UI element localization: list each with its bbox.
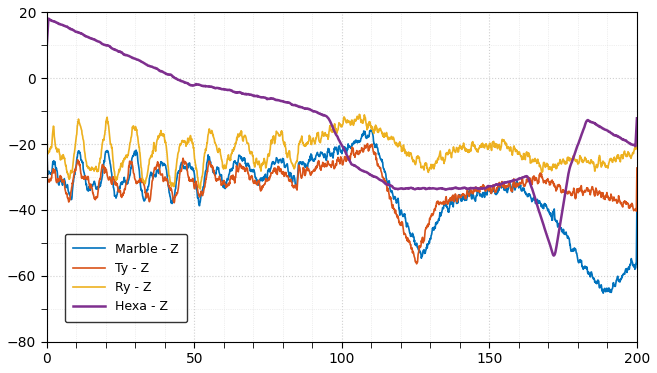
Marble - Z [599,291,607,295]
Hexa - Z [314,111,322,115]
Ty - Z [633,166,641,170]
Marble - Z [43,124,51,128]
Marble - Z [616,280,623,284]
Marble - Z [633,198,641,203]
Ry - Z [616,160,624,164]
Line: Marble - Z: Marble - Z [47,126,637,293]
Ry - Z [616,159,624,163]
Ty - Z [413,261,420,266]
Ry - Z [196,187,204,191]
Hexa - Z [330,128,338,133]
Hexa - Z [616,135,624,140]
Line: Ry - Z: Ry - Z [47,115,637,189]
Hexa - Z [550,253,558,258]
Marble - Z [73,158,81,162]
Hexa - Z [45,16,53,21]
Ty - Z [330,163,338,168]
Ty - Z [314,160,322,164]
Ty - Z [616,200,624,204]
Ry - Z [633,122,641,127]
Marble - Z [507,185,515,190]
Hexa - Z [633,116,641,120]
Marble - Z [330,150,338,154]
Ty - Z [508,188,516,193]
Line: Hexa - Z: Hexa - Z [47,19,637,256]
Ry - Z [43,115,51,120]
Legend: Marble - Z, Ty - Z, Ry - Z, Hexa - Z: Marble - Z, Ty - Z, Ry - Z, Hexa - Z [64,234,187,322]
Ty - Z [616,198,623,203]
Hexa - Z [43,46,51,51]
Ty - Z [73,162,81,167]
Marble - Z [314,153,322,157]
Line: Ty - Z: Ty - Z [47,129,637,264]
Ry - Z [508,150,516,154]
Ry - Z [330,125,338,129]
Hexa - Z [73,29,81,34]
Hexa - Z [616,135,624,140]
Ry - Z [73,132,81,137]
Marble - Z [616,279,624,284]
Ty - Z [43,126,51,131]
Hexa - Z [508,179,516,184]
Ry - Z [314,130,322,135]
Ry - Z [355,112,363,117]
